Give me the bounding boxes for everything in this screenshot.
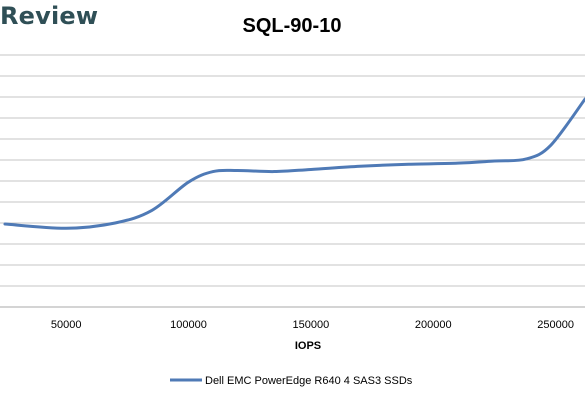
review-logo: Review [0,2,99,30]
series-line [3,97,585,230]
x-tick-label: 50000 [51,319,82,331]
chart-title: SQL-90-10 [243,15,342,37]
x-tick-label: 200000 [415,319,452,331]
x-tick-label: 100000 [170,319,207,331]
x-tick-labels: 50000 100000 150000 200000 250000 [51,319,574,331]
legend-label: Dell EMC PowerEdge R640 4 SAS3 SSDs [205,375,413,387]
x-tick-label: 150000 [293,319,330,331]
x-axis-title: IOPS [295,340,321,352]
series-layer [3,97,585,230]
x-tick-label: 250000 [537,319,574,331]
grid-lines [0,54,585,308]
legend: Dell EMC PowerEdge R640 4 SAS3 SSDs [170,375,413,387]
